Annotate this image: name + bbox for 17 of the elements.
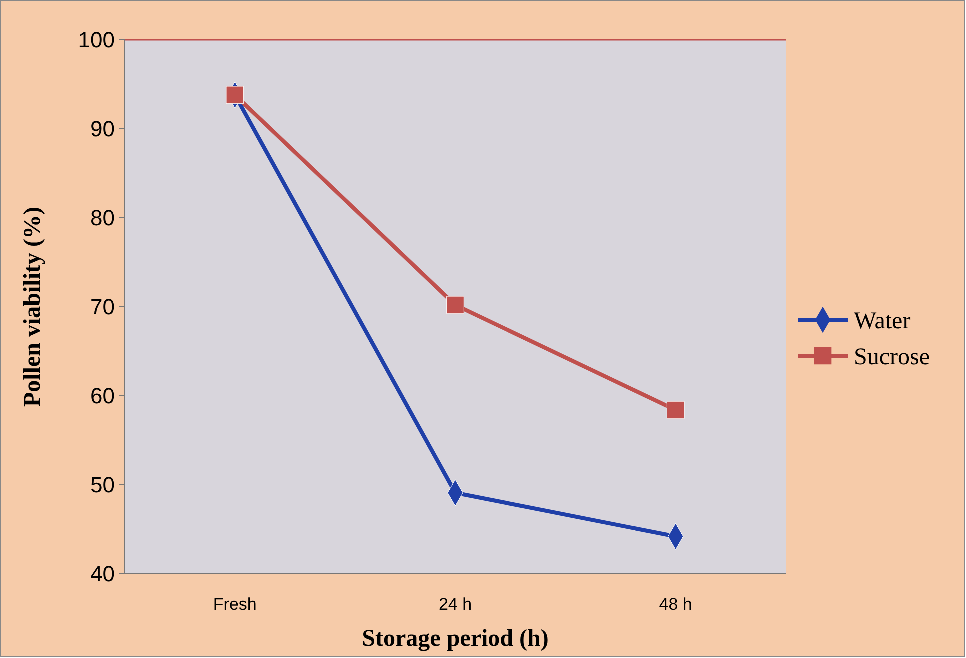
y-tick-label: 100 (78, 28, 115, 53)
y-axis-title: Pollen viability (%) (20, 207, 46, 407)
y-tick-label: 70 (90, 294, 115, 320)
x-tick-label: 24 h (438, 595, 472, 614)
legend-label: Water (854, 308, 911, 334)
x-tick-label: Fresh (213, 595, 257, 614)
y-tick-label: 60 (90, 384, 115, 409)
point (666, 401, 685, 420)
y-tick-label: 80 (90, 206, 115, 231)
x-tick-label: 48 h (659, 595, 692, 614)
y-tick-label: 40 (90, 562, 115, 587)
y-tick-label: 50 (90, 472, 115, 498)
y-tick-label: 90 (90, 116, 115, 142)
point (446, 296, 464, 314)
legend-label: Sucrose (854, 344, 930, 370)
point (226, 86, 244, 104)
x-axis-title: Storage period (h) (362, 626, 549, 652)
